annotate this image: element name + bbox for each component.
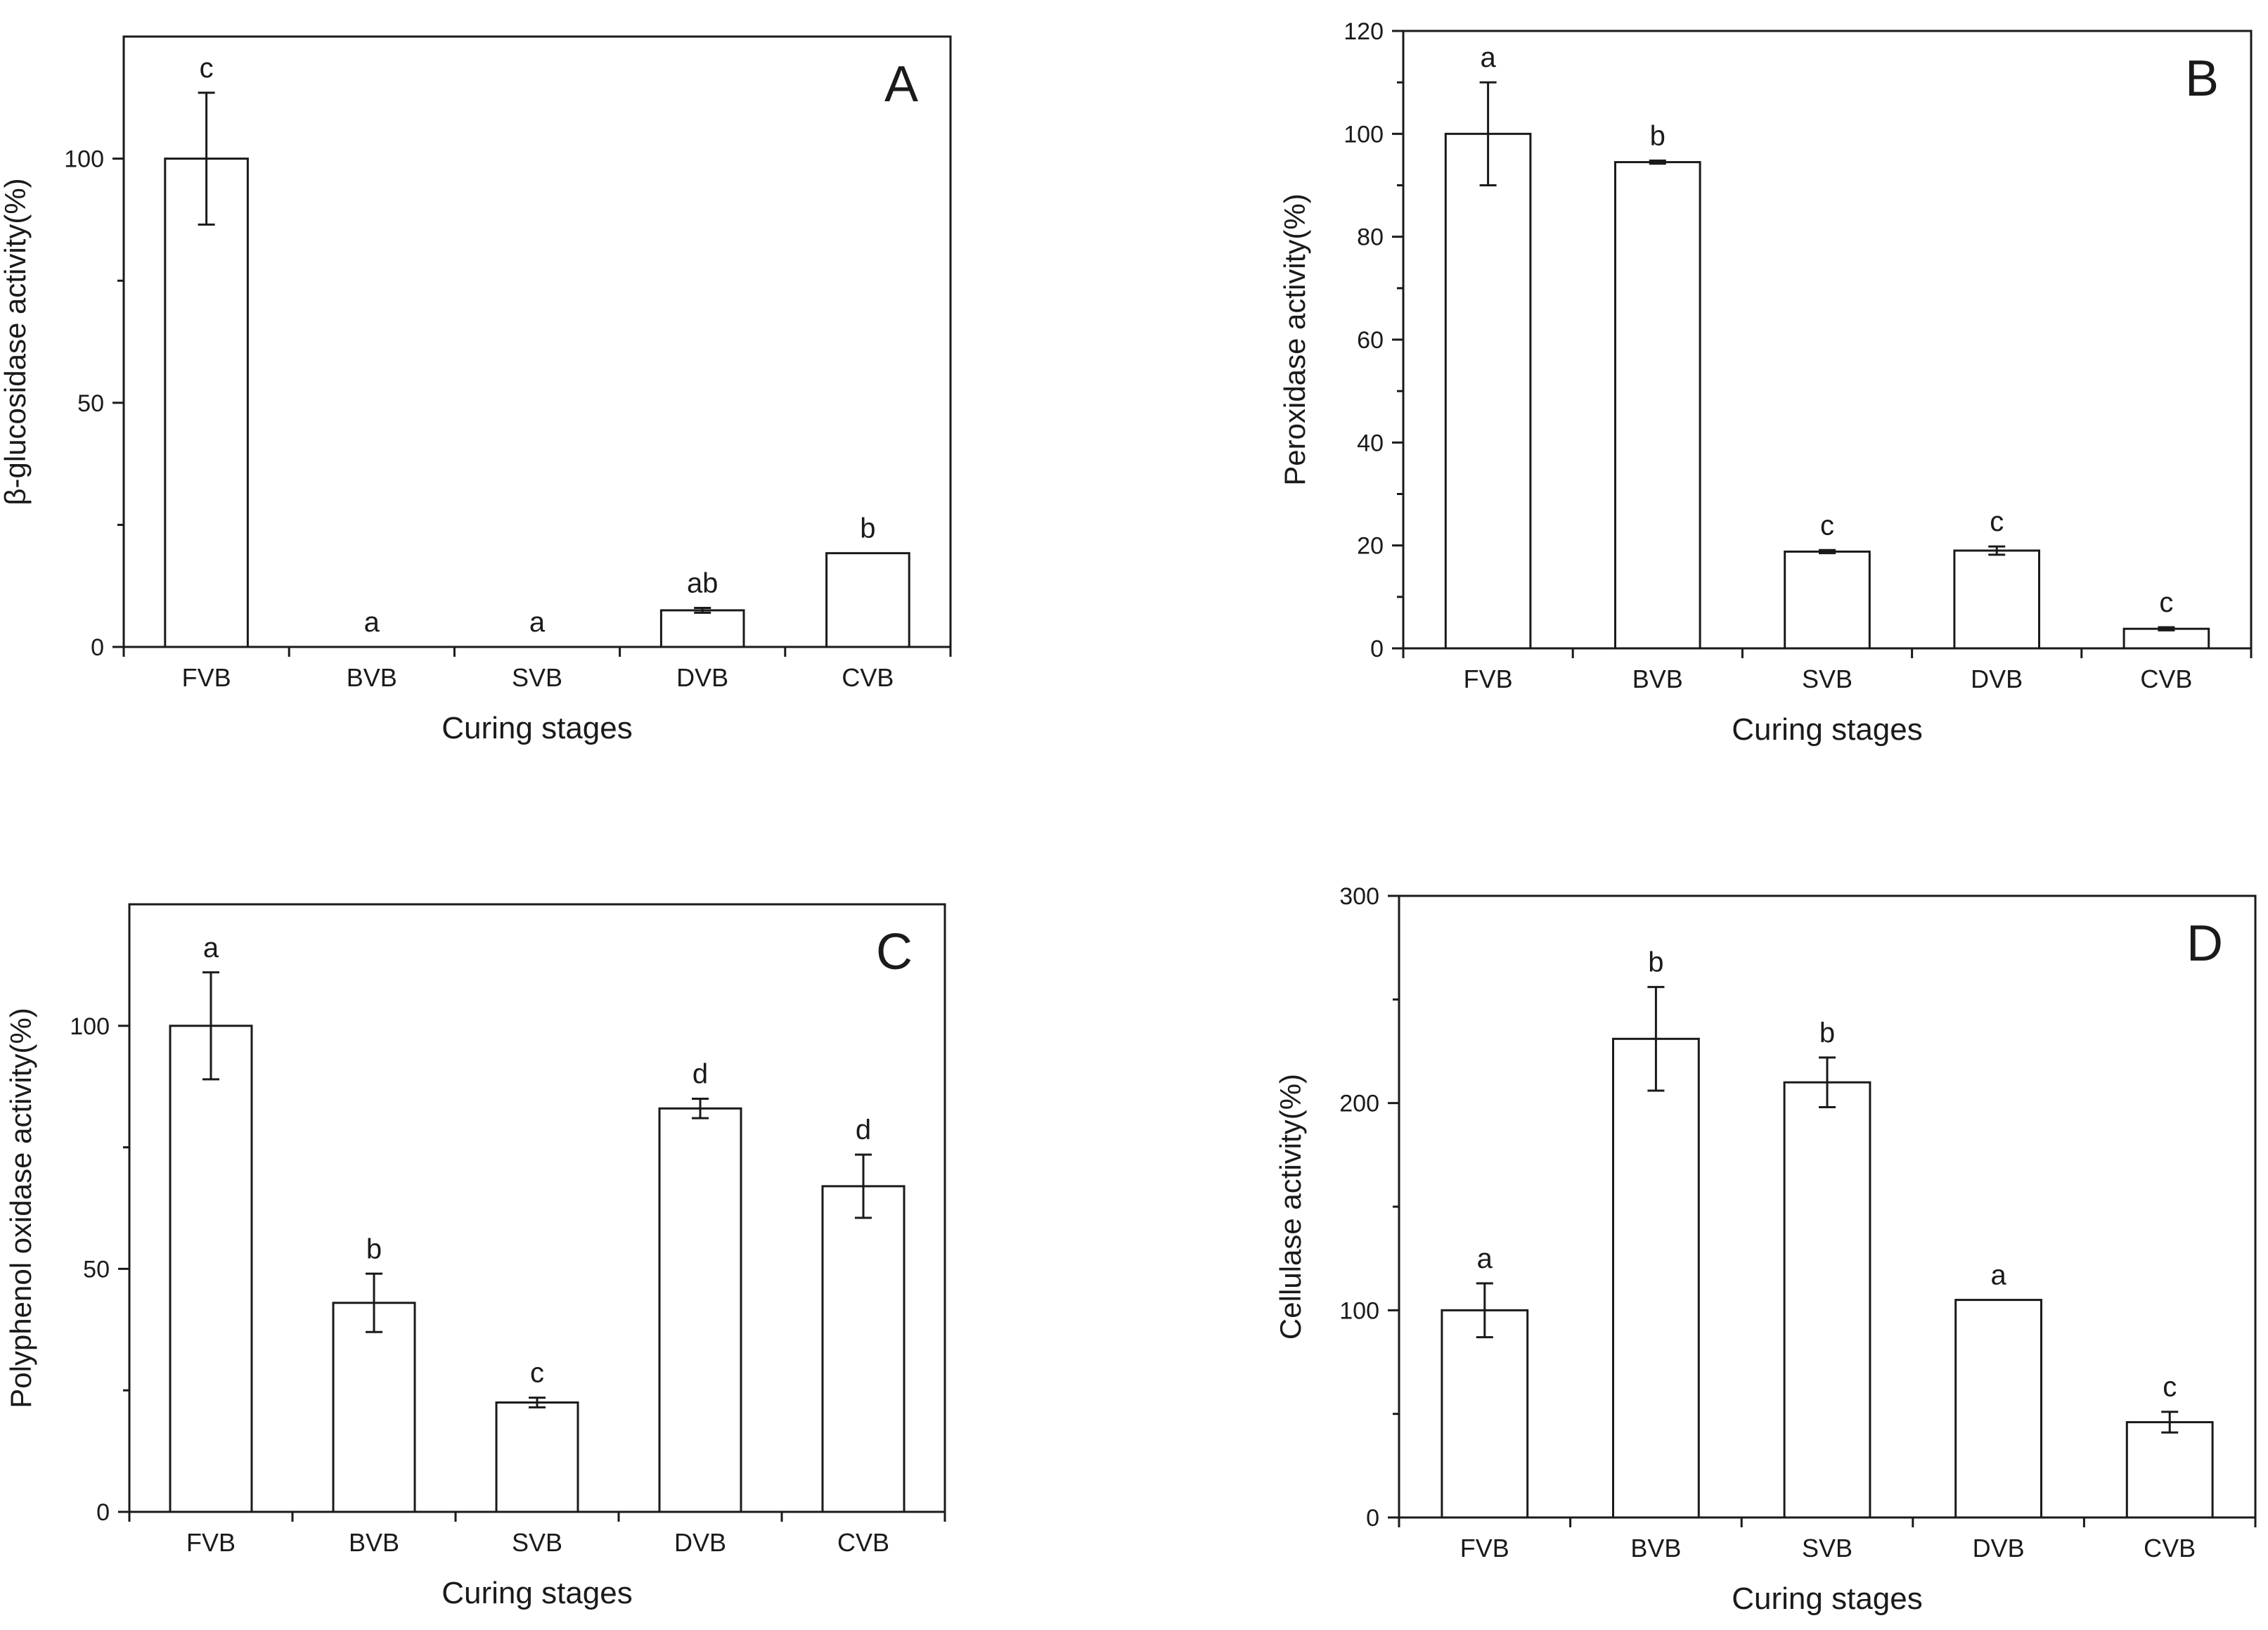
bar [821,1185,906,1513]
significance-letter: a [203,932,219,963]
y-tick-label: 20 [1357,533,1384,560]
panel-label: B [2185,51,2219,107]
significance-letter: c [1990,506,2004,537]
significance-letter: c [200,53,214,84]
significance-letter: b [366,1233,382,1264]
significance-letter: d [692,1058,708,1089]
y-axis-title: Polyphenol oxidase activity(%) [4,1008,37,1408]
bar [825,552,910,648]
bar [1954,1299,2042,1519]
y-tick-label: 100 [1339,1297,1379,1324]
panel-label: A [884,56,918,113]
y-tick-label: 0 [1366,1505,1379,1532]
category-label: CVB [2140,665,2192,693]
significance-letter: b [1650,120,1665,151]
y-tick-label: 0 [96,1499,110,1526]
significance-letter: d [856,1115,871,1146]
y-tick-label: 60 [1357,327,1384,354]
significance-letter: c [2159,587,2173,618]
x-axis-title: Curing stages [442,711,632,745]
y-tick-label: 200 [1339,1091,1379,1117]
significance-letter: a [1477,1243,1493,1274]
bar [1614,161,1701,650]
category-label: DVB [1971,665,2023,693]
significance-letter: c [2163,1372,2177,1403]
category-label: CVB [837,1528,889,1557]
category-label: CVB [842,663,894,692]
significance-letter: b [1648,947,1663,978]
y-tick-label: 40 [1357,430,1384,456]
bar [1444,132,1532,650]
x-axis-title: Curing stages [442,1576,632,1610]
bar [1783,1081,1871,1519]
x-axis-title: Curing stages [1732,712,1922,747]
chart-panel-a: 0 50 100 c FVB a BVB a SVB ab DVB b CVB A Curing stage… [0,35,952,745]
significance-letter: b [1819,1018,1835,1048]
category-label: BVB [1632,665,1683,693]
plot-frame [122,35,952,648]
category-label: BVB [1630,1534,1681,1562]
category-label: BVB [349,1528,399,1557]
bar [1953,549,2040,650]
significance-letter: a [1480,42,1496,73]
significance-letter: c [1820,510,1834,541]
chart-panel-b: 0 20 40 60 80 100 120 a FVB b BVB c SVB c DVB c CVB B Curi… [1278,18,2253,747]
y-tick-label: 0 [91,634,104,661]
bar [2125,1420,2214,1519]
y-tick-label: 50 [77,390,104,417]
bar [659,609,745,648]
significance-letter: a [364,607,380,638]
category-label: CVB [2144,1534,2196,1562]
significance-letter: ab [687,567,719,598]
y-axis-title: β-glucosidase activity(%) [0,178,32,505]
category-label: SVB [512,663,562,692]
significance-letter: a [529,607,546,638]
chart-panel-d: 0 100 200 300 a FVB b BVB b SVB a DVB c CVB D Curing st… [1274,883,2257,1616]
panel-label: D [2186,916,2223,972]
category-label: FVB [186,1528,236,1557]
y-tick-label: 100 [1344,121,1384,148]
y-tick-label: 100 [70,1013,110,1040]
category-label: SVB [1802,1534,1853,1562]
category-label: FVB [182,663,231,692]
bar [495,1401,579,1513]
significance-letter: b [860,513,875,544]
category-label: FVB [1464,665,1513,693]
y-tick-label: 50 [83,1256,110,1283]
bar [2122,627,2210,650]
category-label: FVB [1460,1534,1509,1562]
bar [169,1025,253,1513]
bar [658,1107,742,1513]
panel-label: C [876,924,913,980]
y-axis-title: Cellulase activity(%) [1274,1074,1307,1340]
category-label: BVB [347,663,397,692]
y-tick-label: 0 [1370,636,1384,662]
x-axis-title: Curing stages [1732,1581,1922,1616]
category-label: DVB [676,663,728,692]
category-label: DVB [1973,1534,2025,1562]
y-tick-label: 120 [1344,18,1384,45]
chart-panel-c: 0 50 100 a FVB b BVB c SVB d DVB d CVB C Curing stages… [4,903,946,1610]
significance-letter: a [1990,1260,2006,1291]
bar [332,1302,416,1513]
category-label: SVB [1802,665,1853,693]
bar [1612,1037,1700,1519]
y-tick-label: 80 [1357,224,1384,251]
y-tick-label: 100 [64,146,104,173]
significance-letter: c [530,1358,544,1389]
y-tick-label: 300 [1339,883,1379,910]
category-label: SVB [512,1528,562,1557]
category-label: DVB [674,1528,726,1557]
bar [1784,550,1871,650]
y-axis-title: Peroxidase activity(%) [1278,193,1311,485]
bar [164,158,249,648]
bar [1441,1309,1529,1519]
